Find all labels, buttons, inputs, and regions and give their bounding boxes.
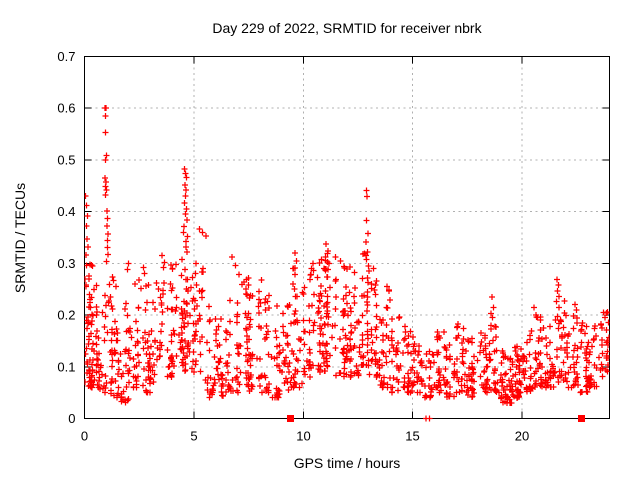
y-tick-label: 0.4 xyxy=(57,204,75,219)
y-tick-label: 0.6 xyxy=(57,101,75,116)
y-tick-label: 0.1 xyxy=(57,360,75,375)
y-axis-label: SRMTID / TECUs xyxy=(12,182,29,293)
zero-flag-square-marker xyxy=(287,415,294,422)
zero-flag-plus-markers xyxy=(423,415,433,422)
chart-title: Day 229 of 2022, SRMTID for receiver nbr… xyxy=(212,20,482,36)
srmtid-data-points xyxy=(84,105,610,406)
x-tick-label: 0 xyxy=(81,429,88,444)
y-tick-label: 0 xyxy=(68,411,75,426)
x-tick-label: 5 xyxy=(190,429,197,444)
zero-flag-square-marker xyxy=(578,415,585,422)
x-tick-label: 20 xyxy=(515,429,529,444)
y-axis-label-container: SRMTID / TECUs xyxy=(6,0,34,475)
axis-frame xyxy=(84,56,610,419)
y-tick-label: 0.7 xyxy=(57,49,75,64)
y-tick-label: 0.2 xyxy=(57,308,75,323)
x-axis-label: GPS time / hours xyxy=(293,455,401,471)
x-tick-label: 15 xyxy=(405,429,419,444)
x-tick-label: 10 xyxy=(296,429,310,444)
y-tick-label: 0.3 xyxy=(57,256,75,271)
y-tick-label: 0.5 xyxy=(57,153,75,168)
